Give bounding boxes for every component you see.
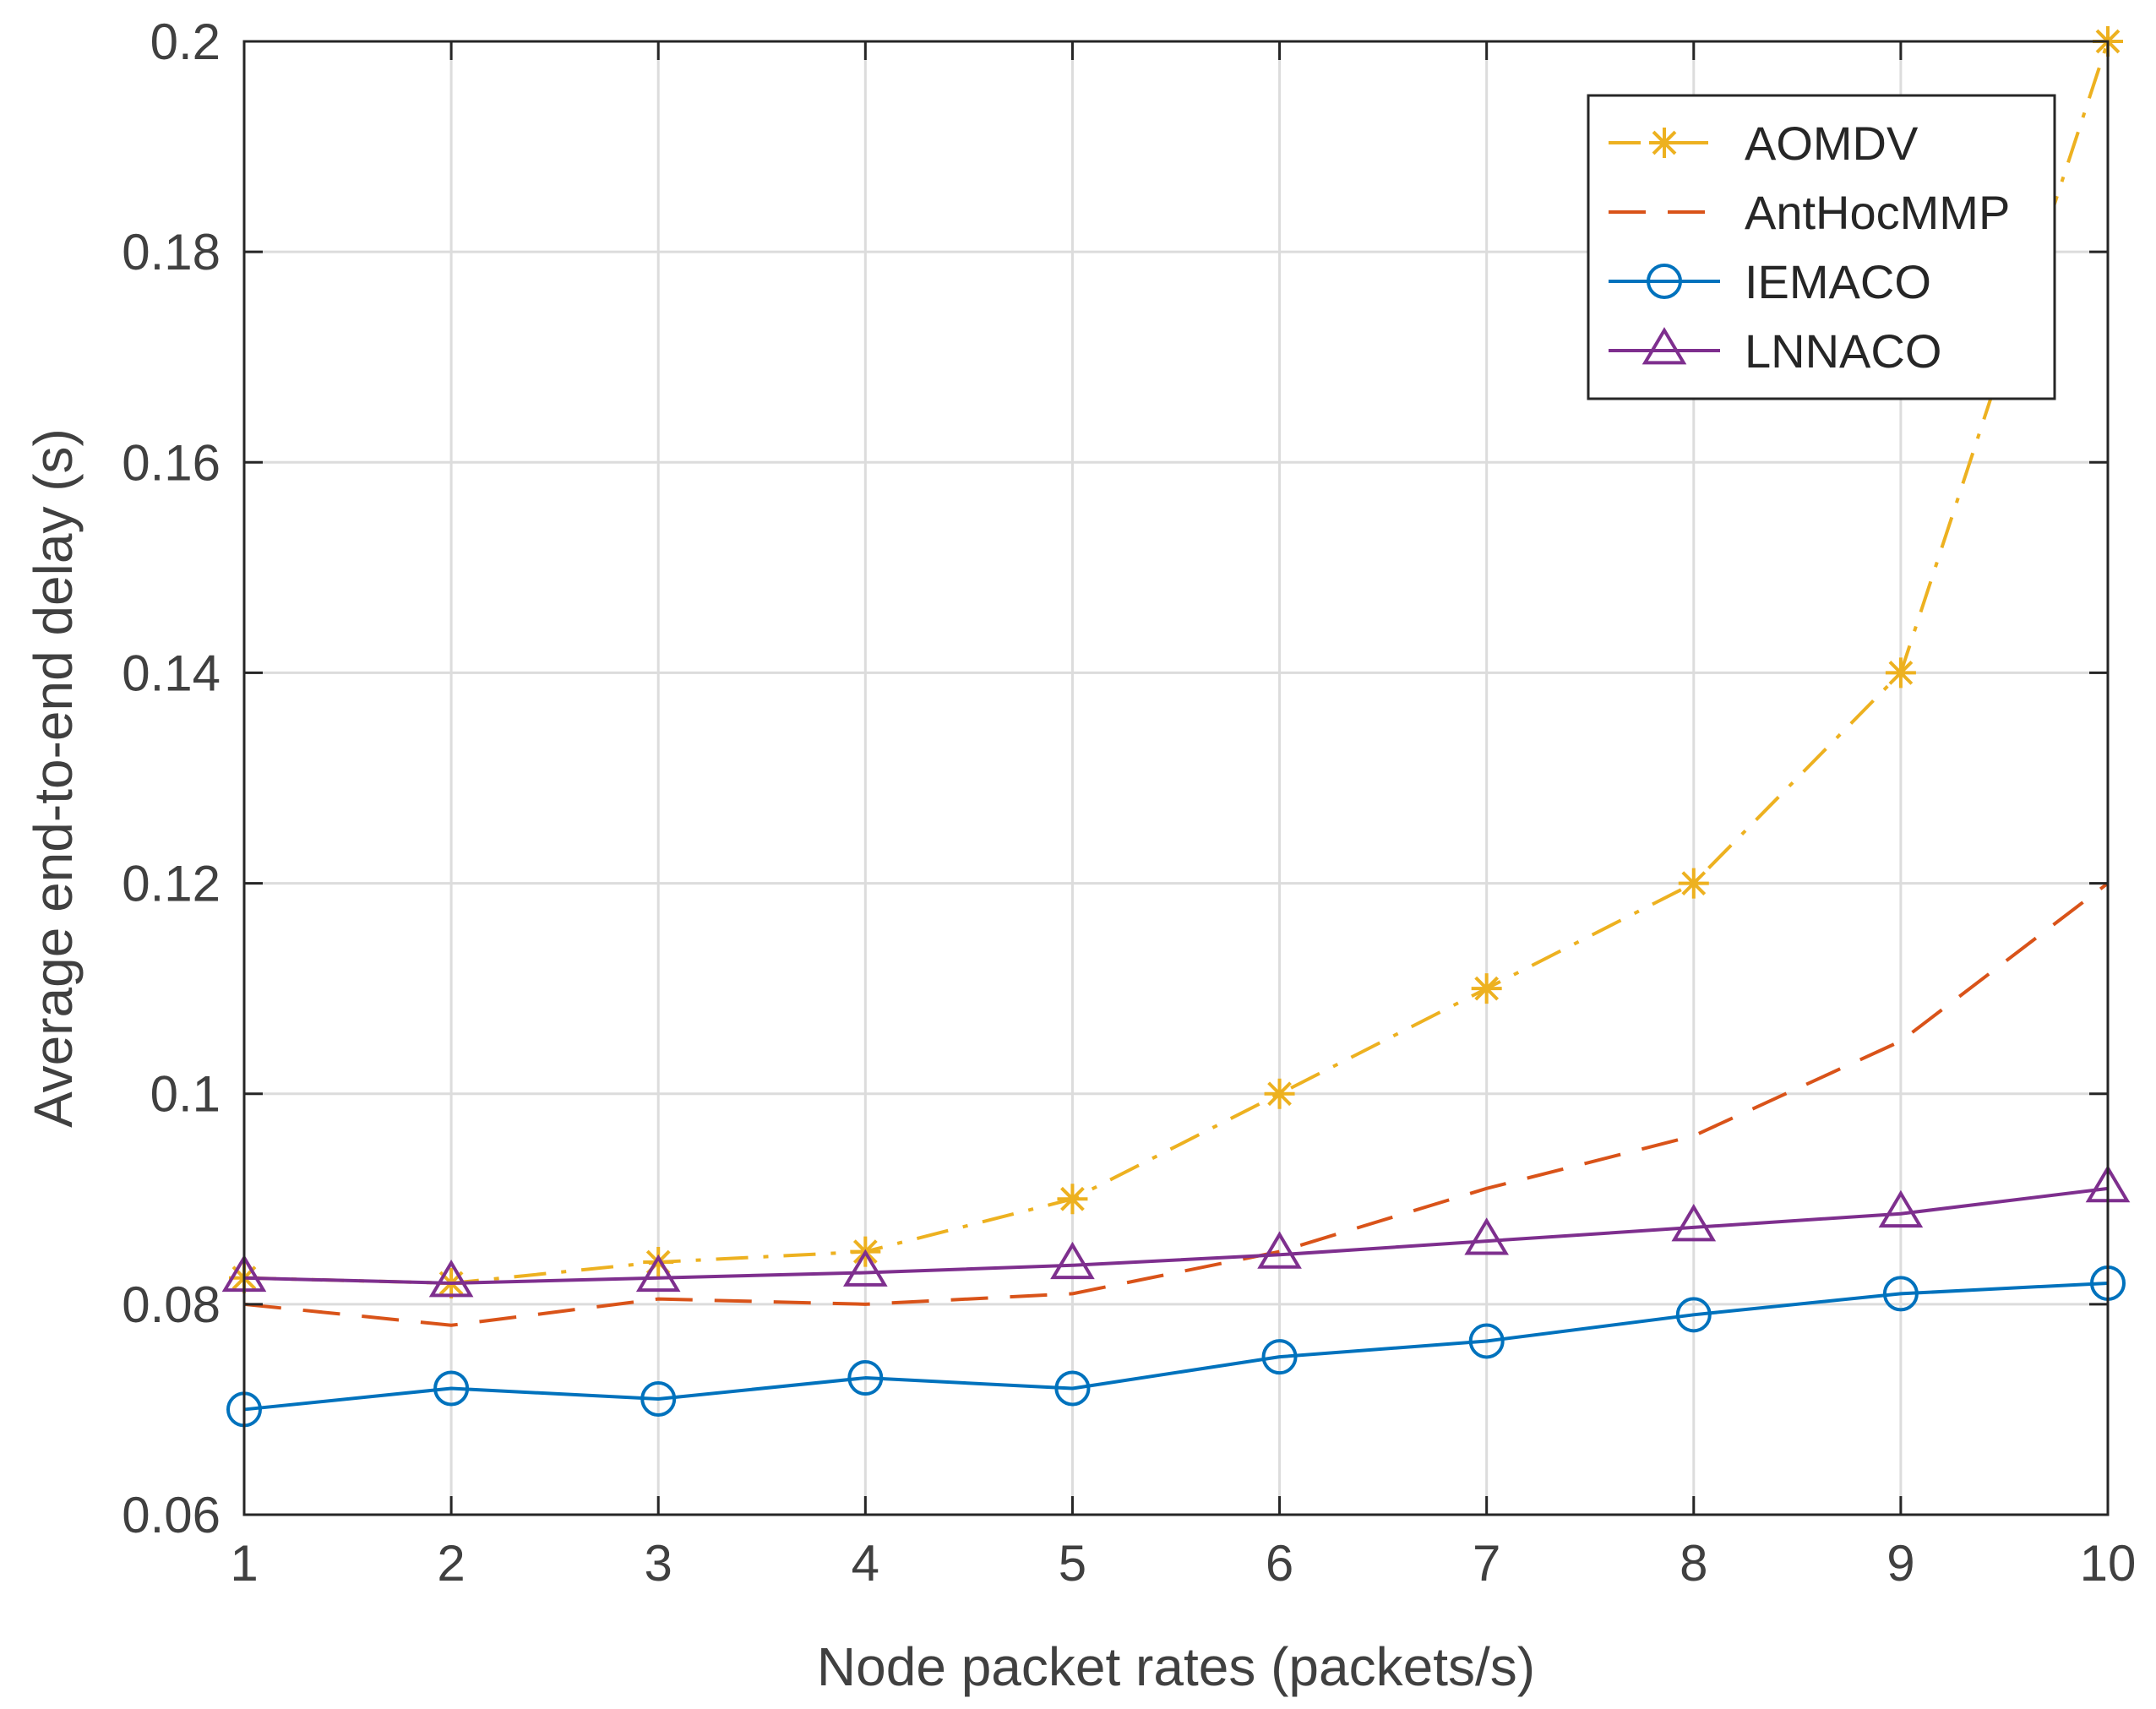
x-tick-label: 2 <box>437 1535 465 1592</box>
data-point-lnnaco <box>635 1254 681 1293</box>
legend-marker-aomdv <box>1649 128 1680 158</box>
data-point-lnnaco <box>1257 1231 1302 1269</box>
x-tick-label: 6 <box>1266 1535 1293 1592</box>
y-tick-label: 0.1 <box>150 1066 220 1123</box>
legend-label-lnnaco: LNNACO <box>1745 324 1941 378</box>
data-point-iemaco <box>1675 1297 1712 1333</box>
data-point-iemaco <box>433 1370 470 1407</box>
legend-entry-lnnaco: LNNACO <box>1609 324 1941 378</box>
data-point-aomdv <box>1885 657 1916 688</box>
data-point-iemaco <box>1054 1370 1091 1407</box>
y-tick-label: 0.18 <box>122 224 220 280</box>
data-point-lnnaco <box>428 1260 474 1298</box>
x-tick-label: 10 <box>2080 1535 2137 1592</box>
y-tick-label: 0.08 <box>122 1276 220 1333</box>
data-point-iemaco <box>640 1380 677 1417</box>
x-tick-label: 4 <box>852 1535 879 1592</box>
data-point-iemaco <box>1882 1276 1919 1312</box>
legend-entry-iemaco: IEMACO <box>1609 255 1931 308</box>
data-point-lnnaco <box>1671 1204 1717 1242</box>
x-tick-label: 1 <box>230 1535 258 1592</box>
data-point-aomdv <box>643 1247 674 1278</box>
data-point-aomdv <box>1057 1184 1088 1215</box>
legend-label-iemaco: IEMACO <box>1745 255 1931 308</box>
axes <box>242 40 2110 1516</box>
y-tick-label: 0.2 <box>150 14 220 70</box>
data-point-aomdv <box>1264 1078 1295 1109</box>
data-point-iemaco <box>1468 1323 1505 1359</box>
data-point-iemaco <box>1261 1339 1298 1375</box>
series-line-anthocmmp <box>243 881 2110 1327</box>
series-anthocmmp <box>243 881 2110 1327</box>
legend-label-aomdv: AOMDV <box>1745 117 1919 170</box>
y-tick-label: 0.12 <box>122 856 220 912</box>
x-tick-label: 7 <box>1473 1535 1500 1592</box>
y-axis-title: Average end-to-end delay (s) <box>23 428 84 1128</box>
legend-entry-anthocmmp: AntHocMMP <box>1609 186 2010 239</box>
x-axis-title: Node packet rates (packets/s) <box>817 1636 1535 1697</box>
series-line-iemaco <box>243 1281 2109 1412</box>
x-tick-label: 3 <box>645 1535 672 1592</box>
data-point-lnnaco <box>1464 1217 1509 1255</box>
x-tick-label: 5 <box>1059 1535 1086 1592</box>
series-line-aomdv <box>243 41 2110 1285</box>
tick-labels: 1 2 3 4 5 6 7 8 9 10 0.06 0.08 0.1 0.12 0.14 0.16 0.18 0.… <box>122 14 2136 1592</box>
data-point-aomdv <box>1471 973 1502 1004</box>
legend: AOMDV AntHocMMP IEMACO LNNACO <box>1587 94 2056 400</box>
data-point-lnnaco <box>1050 1241 1095 1280</box>
x-tick-label: 8 <box>1680 1535 1707 1592</box>
legend-entry-aomdv: AOMDV <box>1609 117 1919 170</box>
data-point-lnnaco <box>843 1249 888 1287</box>
y-tick-label: 0.06 <box>122 1487 220 1543</box>
legend-marker-iemaco <box>1647 264 1682 299</box>
plot-frame <box>242 40 2110 1516</box>
data-point-lnnaco <box>1878 1189 1924 1228</box>
y-tick-label: 0.16 <box>122 434 220 491</box>
legend-label-anthocmmp: AntHocMMP <box>1745 186 2010 239</box>
series-line-lnnaco <box>243 1186 2109 1285</box>
data-point-iemaco <box>847 1360 884 1396</box>
data-point-aomdv <box>1678 868 1709 899</box>
legend-marker-lnnaco <box>1642 327 1687 365</box>
x-tick-label: 9 <box>1886 1535 1914 1592</box>
y-tick-label: 0.14 <box>122 645 220 701</box>
